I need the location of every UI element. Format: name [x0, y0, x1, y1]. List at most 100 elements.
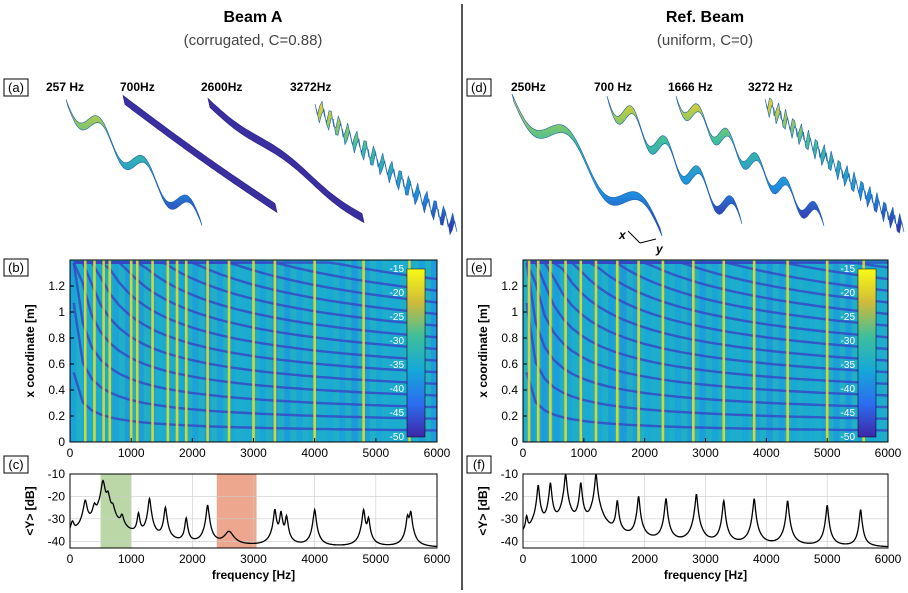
panel-label-e: (e)	[466, 258, 492, 277]
heatmap-column	[565, 260, 573, 442]
heatmap-column	[523, 260, 530, 442]
resonance-line	[536, 260, 540, 442]
heatmap-column	[76, 260, 83, 442]
heatmap-column	[339, 260, 346, 442]
y-tick-label: 1	[58, 305, 65, 319]
heatmap-column	[656, 260, 664, 442]
resonance-line	[615, 260, 619, 442]
heatmap-column	[875, 260, 883, 442]
x-tick-label: 4000	[753, 446, 780, 460]
resonance-line	[637, 260, 640, 442]
right-mode-freq-1: 250Hz	[511, 80, 546, 94]
resonance-line	[692, 260, 695, 442]
heatmap-column	[137, 260, 144, 442]
x-tick-label: 0	[520, 552, 527, 566]
heatmap-column	[705, 260, 713, 442]
nodal-line	[72, 302, 437, 420]
heatmap-column	[277, 260, 285, 442]
right-subtitle: (uniform, C=0)	[657, 32, 753, 49]
left-beam-2600hz	[207, 97, 365, 224]
green-highlight-band	[100, 474, 132, 548]
heatmap-column	[192, 260, 199, 442]
heatmap-column	[571, 260, 579, 442]
heatmap-column	[632, 260, 640, 442]
right-mode-freq-2: 700 Hz	[594, 80, 632, 94]
colorbar-tick-label: -20	[841, 288, 856, 299]
x-axis-label: frequency [Hz]	[212, 568, 295, 582]
resonance-line	[184, 260, 188, 442]
colorbar-tick-label: -40	[390, 384, 405, 395]
svg-text:(d): (d)	[471, 80, 487, 95]
heatmap-column	[381, 260, 389, 442]
heatmap-column	[186, 260, 193, 442]
right-title: Ref. Beam	[666, 9, 744, 26]
heatmap-column	[296, 260, 303, 442]
left-beam-257hz	[65, 99, 203, 226]
heatmap-column	[754, 260, 761, 442]
heatmap-column	[424, 260, 432, 442]
left-title: Beam A	[224, 9, 283, 26]
resonance-line	[227, 260, 231, 442]
left-mode-freq-3: 2600Hz	[201, 80, 242, 94]
heatmap-column	[167, 260, 175, 442]
colorbar-tick-label: -30	[841, 336, 856, 347]
heatmap-column	[541, 260, 548, 442]
resonance-line	[564, 260, 567, 442]
x-tick-label: 5000	[814, 552, 841, 566]
resonance-line	[313, 260, 316, 442]
x-tick-label: 0	[67, 552, 74, 566]
heatmap-column	[644, 260, 652, 442]
panel-label-f: (f)	[466, 455, 492, 474]
resonance-line	[102, 260, 105, 442]
heatmap-column	[827, 260, 834, 442]
heatmap-column	[839, 260, 846, 442]
y-tick-label: -40	[501, 534, 519, 548]
resonance-line	[108, 260, 112, 442]
heatmap-column	[742, 260, 749, 442]
x-tick-label: 3000	[240, 446, 267, 460]
heatmap-column	[790, 260, 798, 442]
spectrum-frame	[69, 473, 438, 549]
heatmap-column	[796, 260, 804, 442]
x-tick-label: 5000	[362, 446, 389, 460]
heatmap-column	[333, 260, 340, 442]
y-tick-label: 0.8	[48, 331, 65, 345]
heatmap-column	[559, 260, 567, 442]
heatmap-column	[626, 260, 633, 442]
resonance-line	[175, 260, 179, 442]
heatmap-column	[247, 260, 254, 442]
heatmap-column	[681, 260, 688, 442]
left-mode-freq-2: 700Hz	[120, 80, 155, 94]
heatmap-column	[717, 260, 725, 442]
right-mode-freq-3: 1666 Hz	[668, 80, 713, 94]
colorbar-tick-label: -50	[841, 432, 856, 443]
right-beam-3272hz	[764, 97, 905, 234]
heatmap-column	[815, 260, 822, 442]
colorbar-tick-label: -45	[390, 408, 405, 419]
y-axis-label: x coordinate [m]	[476, 304, 490, 397]
x-tick-label: 5000	[362, 552, 389, 566]
resonance-line	[786, 260, 789, 442]
x-tick-label: 6000	[424, 552, 451, 566]
nodal-line	[73, 261, 437, 351]
colorbar	[406, 268, 426, 438]
spectrum-left: 0 1000 2000 3000 4000 5000 6000 -10 -20 -30 -40 fre…	[23, 467, 451, 582]
resonance-line	[661, 260, 665, 442]
heatmap-column	[363, 260, 371, 442]
right-beam-1666hz	[675, 95, 825, 227]
y-tick-label: -30	[48, 512, 66, 526]
heatmap-column	[394, 260, 401, 442]
heatmap-column	[88, 260, 95, 442]
y-tick-label: 0.8	[501, 331, 518, 345]
heatmap-column	[345, 260, 352, 442]
heatmap-column	[711, 260, 719, 442]
y-tick-label: 1.2	[48, 279, 65, 293]
heatmap-column	[400, 260, 407, 442]
heatmap-column	[369, 260, 377, 442]
resonance-line	[129, 260, 133, 442]
spectrum-right: 0 1000 2000 3000 4000 5000 6000 -10 -20 -30 -40 fre…	[476, 467, 902, 582]
heatmap-column	[94, 260, 102, 442]
left-mode-freq-1: 257 Hz	[46, 80, 84, 94]
x-tick-label: 0	[520, 446, 527, 460]
